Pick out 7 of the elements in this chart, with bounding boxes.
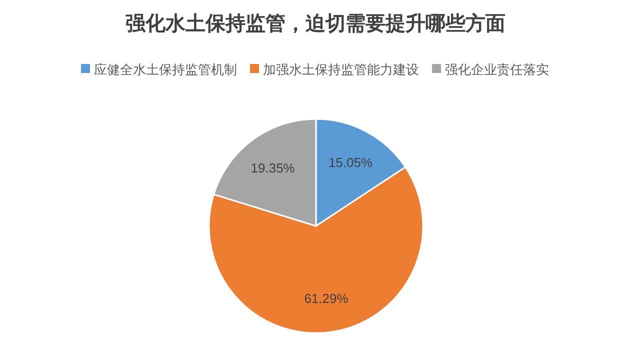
data-label: 19.35% [250,160,296,176]
legend-label: 应健全水土保持监管机制 [94,62,237,77]
data-label: 15.05% [328,154,373,170]
legend-label: 加强水土保持监管能力建设 [263,62,419,77]
legend-label: 强化企业责任落实 [445,62,549,77]
chart-title: 强化水土保持监管，迫切需要提升哪些方面 [126,12,506,35]
data-label: 61.29% [304,291,349,306]
